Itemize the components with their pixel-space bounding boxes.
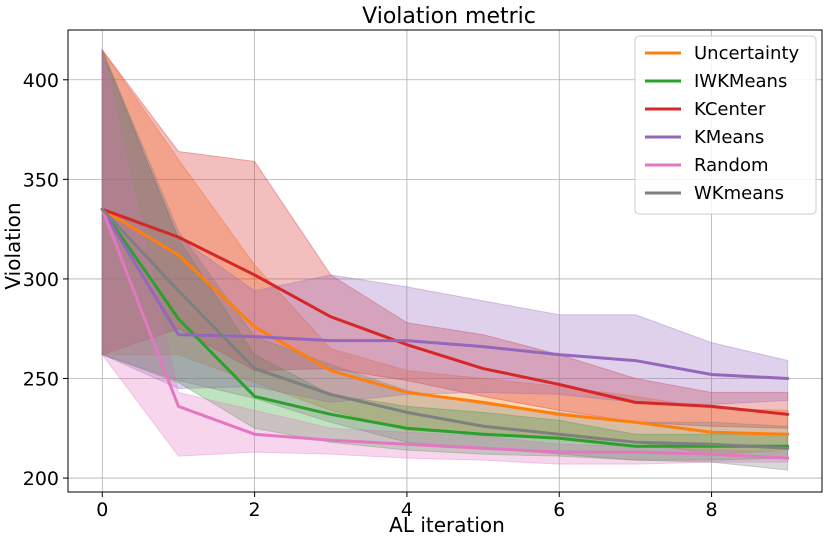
- series-lines: [100, 207, 790, 460]
- x-tick-label: 6: [553, 499, 565, 521]
- plot-area-frame: [67, 29, 823, 493]
- kcenter-line: [100, 207, 790, 416]
- legend: Uncertainty IWKMeans KCenter KMeans Random WK…: [634, 35, 817, 215]
- iwkmeans-line: [100, 207, 790, 448]
- x-tick-label: 0: [96, 499, 108, 521]
- uncertainty-line: [100, 207, 790, 436]
- y-axis-title: Violation: [1, 202, 25, 289]
- x-axis-title: AL iteration: [389, 513, 505, 537]
- chart-title: Violation metric: [362, 4, 536, 29]
- kmeans-band: [101, 53, 789, 405]
- axis-ticks: 0 2 4 6 8 200 250 300 350 400: [23, 70, 718, 521]
- legend-label-wkmeans: WKmeans: [694, 183, 784, 204]
- y-tick-label: 200: [23, 468, 59, 490]
- legend-label-uncertainty: Uncertainty: [694, 43, 800, 64]
- x-tick-label: 4: [401, 499, 413, 521]
- legend-label-iwkmeans: IWKMeans: [694, 71, 787, 92]
- uncertainty-band: [101, 48, 789, 455]
- y-tick-label: 250: [23, 368, 59, 390]
- legend-label-kcenter: KCenter: [694, 99, 766, 120]
- legend-label-random: Random: [694, 155, 769, 176]
- kcenter-band: [101, 48, 789, 429]
- legend-label-kmeans: KMeans: [694, 127, 764, 148]
- random-line: [100, 207, 790, 460]
- y-tick-label: 400: [23, 70, 59, 92]
- y-tick-label: 300: [23, 269, 59, 291]
- wkmeans-line: [100, 207, 790, 450]
- x-tick-label: 2: [249, 499, 261, 521]
- kmeans-line: [100, 207, 790, 380]
- confidence-bands: [101, 48, 789, 471]
- x-tick-label: 8: [706, 499, 718, 521]
- random-band: [101, 49, 789, 465]
- wkmeans-band: [101, 49, 789, 471]
- y-tick-label: 350: [23, 169, 59, 191]
